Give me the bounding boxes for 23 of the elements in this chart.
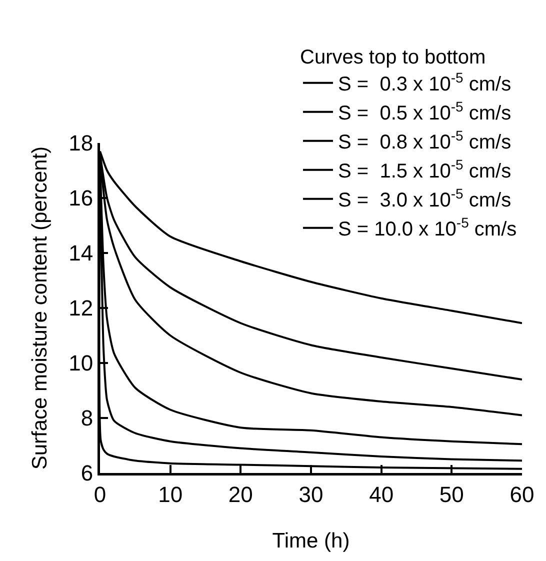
legend-label: S = 1.5 x 10$^{-5}$ cm/s	[338, 156, 512, 183]
x-axis-title: Time (h)	[272, 530, 350, 552]
x-tick-label: 0	[94, 482, 106, 507]
legend-label: S = 0.3 x 10$^{-5}$ cm/s	[338, 69, 512, 96]
x-tick-label: 20	[228, 482, 253, 507]
y-tick-label: 6	[80, 460, 94, 486]
y-tick-label: 18	[68, 130, 94, 156]
y-tick-label: 12	[68, 296, 94, 321]
legend-label: S = 10.0 x 10$^{-5}$ cm/s	[338, 214, 517, 241]
legend-label: S = 0.8 x 10$^{-5}$ cm/s	[338, 127, 512, 154]
x-tick-label: 50	[439, 482, 464, 507]
legend-title: Curves top to bottom	[300, 46, 486, 68]
y-tick-label: 16	[68, 186, 94, 211]
x-tick-label: 40	[369, 482, 394, 507]
x-tick-label: 60	[510, 482, 534, 507]
x-tick-label: 10	[158, 482, 183, 507]
x-tick-label: 30	[298, 482, 324, 507]
legend-label: S = 3.0 x 10$^{-5}$ cm/s	[338, 185, 512, 212]
y-tick-label: 10	[68, 350, 94, 376]
y-tick-label: 14	[68, 240, 94, 266]
y-axis-title: Surface moisture content (percent)	[28, 146, 52, 470]
legend-label: S = 0.5 x 10$^{-5}$ cm/s	[338, 98, 512, 125]
y-tick-label: 8	[80, 406, 94, 431]
